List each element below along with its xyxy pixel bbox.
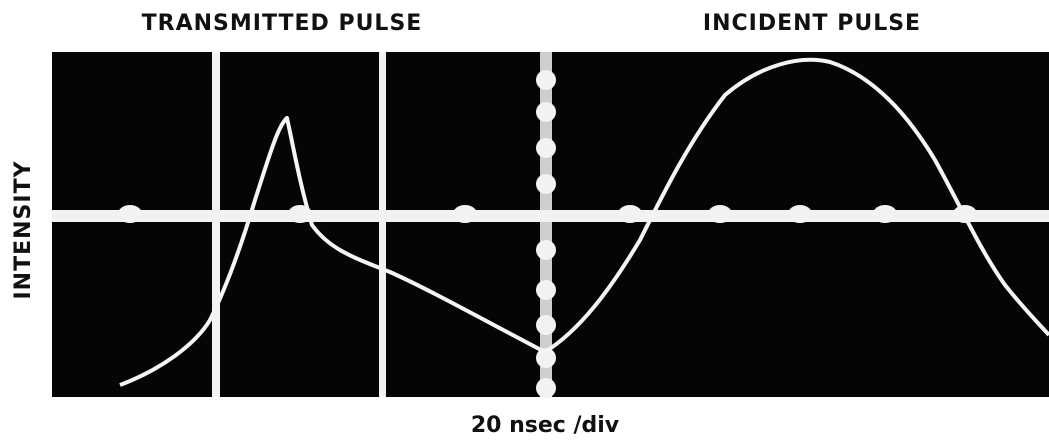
- graticule-line: [212, 52, 220, 397]
- y-axis-label: INTENSITY: [11, 160, 36, 299]
- scope-screen: [52, 52, 1049, 398]
- graticule-line: [379, 52, 386, 397]
- transmitted-label: TRANSMITTED PULSE: [142, 11, 423, 36]
- figure: TRANSMITTED PULSE INCIDENT PULSE INTENSI…: [0, 0, 1049, 446]
- page: {"labels": {"transmitted": "TRANSMITTED …: [0, 0, 1049, 446]
- time-scale-label: 20 nsec /div: [471, 413, 620, 438]
- incident-label: INCIDENT PULSE: [703, 11, 921, 36]
